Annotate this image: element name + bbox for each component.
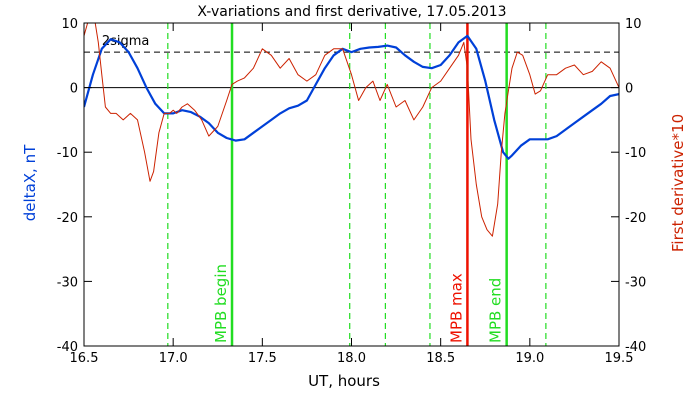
x-tick-label-6: 19.5 xyxy=(605,351,634,366)
chart-title: X-variations and first derivative, 17.05… xyxy=(197,4,506,20)
y-axis-label-right: First derivative*10 xyxy=(669,114,687,252)
y-tick-label-right-5: -40 xyxy=(625,340,646,355)
y-tick-label-right-2: -10 xyxy=(625,146,646,161)
x-tick-label-2: 17.5 xyxy=(248,351,277,366)
sigma-label: 2sigma xyxy=(102,34,150,49)
y-tick-label-left-4: -30 xyxy=(57,275,78,290)
series-derivative xyxy=(84,23,619,237)
x-tick-label-3: 18.0 xyxy=(337,351,366,366)
vertical-line-label-6: MPB end xyxy=(487,278,505,343)
x-tick-label-5: 19.0 xyxy=(515,351,544,366)
x-tick-label-1: 17.0 xyxy=(159,351,188,366)
y-tick-label-left-1: 0 xyxy=(70,82,78,97)
plot-area: 2sigma MPB begin MPB max MPB end 16.5 17.0 17.… xyxy=(57,17,646,366)
y-tick-label-right-3: -20 xyxy=(625,211,646,226)
series-deltaX xyxy=(84,34,619,160)
vertical-line-label-1: MPB begin xyxy=(212,264,230,343)
y-axis-label-left: deltaX, nT xyxy=(21,144,39,221)
y-tick-label-right-4: -30 xyxy=(625,275,646,290)
plot-frame xyxy=(83,22,620,347)
x-tick-label-4: 18.5 xyxy=(426,351,455,366)
y-tick-label-left-2: -10 xyxy=(57,146,78,161)
y-tick-label-left-0: 10 xyxy=(61,17,78,32)
y-tick-label-left-5: -40 xyxy=(57,340,78,355)
x-axis-label: UT, hours xyxy=(308,372,380,390)
x-tick-label-0: 16.5 xyxy=(70,351,99,366)
vertical-line-label-5: MPB max xyxy=(447,273,465,343)
y-tick-label-right-0: 10 xyxy=(625,17,642,32)
y-tick-label-right-1: 0 xyxy=(625,82,633,97)
y-tick-label-left-3: -20 xyxy=(57,211,78,226)
